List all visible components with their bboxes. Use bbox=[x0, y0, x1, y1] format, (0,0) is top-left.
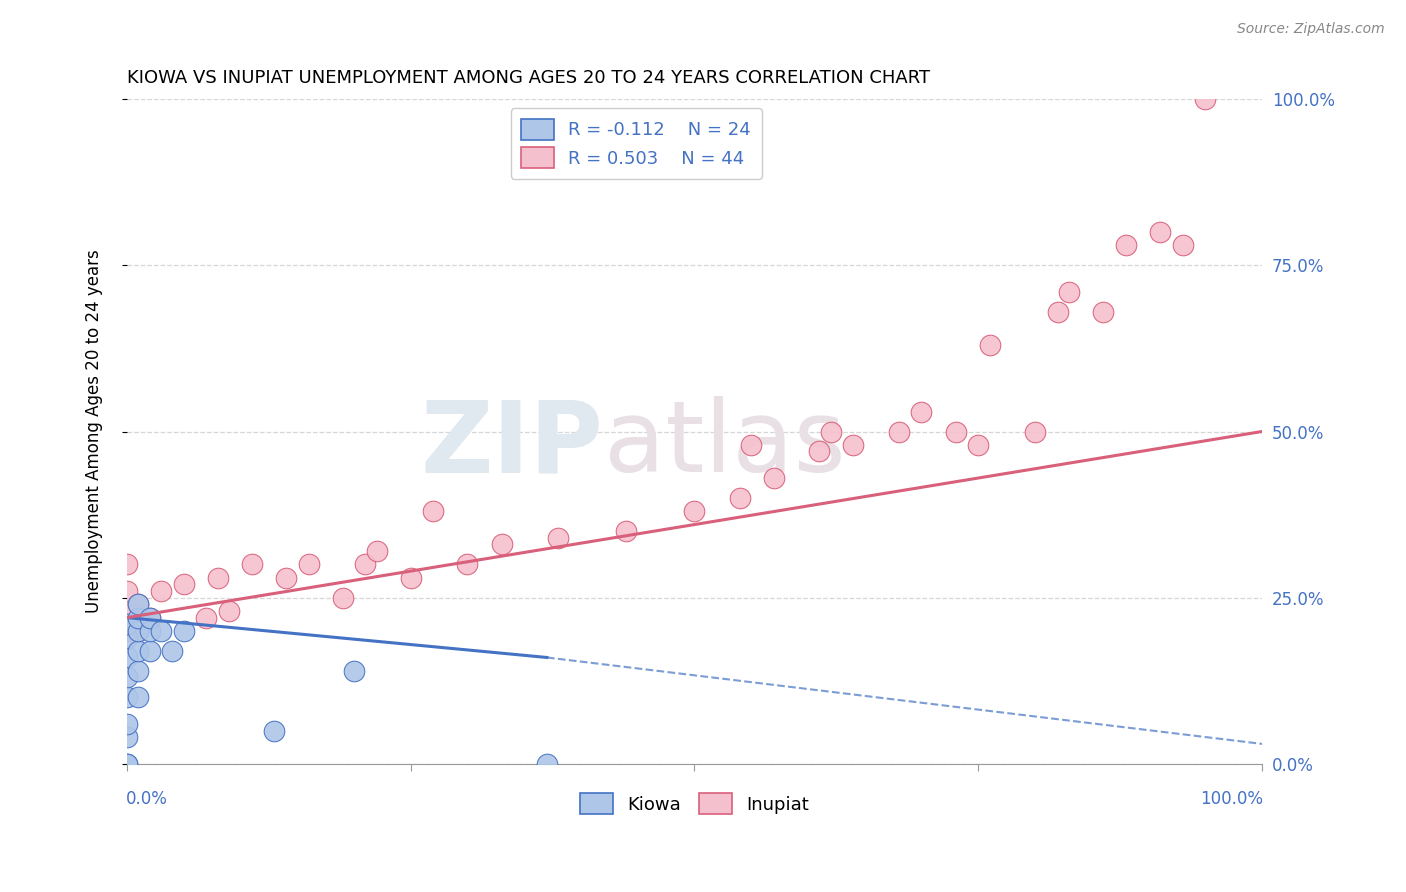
Text: ZIP: ZIP bbox=[420, 396, 603, 493]
Text: 0.0%: 0.0% bbox=[125, 790, 167, 808]
Point bbox=[127, 624, 149, 638]
Point bbox=[332, 591, 354, 605]
Point bbox=[1046, 305, 1069, 319]
Point bbox=[195, 610, 218, 624]
Legend: Kiowa, Inupiat: Kiowa, Inupiat bbox=[574, 786, 815, 822]
Y-axis label: Unemployment Among Ages 20 to 24 years: Unemployment Among Ages 20 to 24 years bbox=[86, 250, 103, 614]
Point bbox=[945, 425, 967, 439]
Point bbox=[138, 644, 160, 658]
Point bbox=[536, 756, 558, 771]
Point bbox=[762, 471, 785, 485]
Point bbox=[115, 670, 138, 684]
Point bbox=[842, 438, 865, 452]
Point bbox=[115, 631, 138, 645]
Point bbox=[808, 444, 831, 458]
Point bbox=[1194, 92, 1216, 106]
Point bbox=[173, 624, 195, 638]
Point bbox=[274, 571, 297, 585]
Point bbox=[614, 524, 637, 539]
Point bbox=[115, 624, 138, 638]
Point bbox=[491, 537, 513, 551]
Point bbox=[115, 558, 138, 572]
Point bbox=[115, 756, 138, 771]
Point bbox=[1024, 425, 1046, 439]
Point bbox=[456, 558, 478, 572]
Point bbox=[127, 664, 149, 678]
Point bbox=[218, 604, 240, 618]
Point bbox=[740, 438, 762, 452]
Text: atlas: atlas bbox=[603, 396, 845, 493]
Point bbox=[422, 504, 444, 518]
Point bbox=[1092, 305, 1115, 319]
Point bbox=[240, 558, 263, 572]
Point bbox=[127, 644, 149, 658]
Point bbox=[263, 723, 285, 738]
Point bbox=[115, 690, 138, 705]
Point bbox=[399, 571, 422, 585]
Point bbox=[127, 610, 149, 624]
Point bbox=[162, 644, 184, 658]
Point bbox=[127, 597, 149, 611]
Point bbox=[1149, 225, 1171, 239]
Text: 100.0%: 100.0% bbox=[1201, 790, 1263, 808]
Point bbox=[115, 650, 138, 665]
Point bbox=[820, 425, 842, 439]
Point bbox=[910, 404, 932, 418]
Point bbox=[1057, 285, 1080, 299]
Point bbox=[887, 425, 910, 439]
Point bbox=[115, 617, 138, 632]
Point bbox=[173, 577, 195, 591]
Point bbox=[366, 544, 388, 558]
Point bbox=[1115, 238, 1137, 252]
Point bbox=[127, 624, 149, 638]
Point bbox=[115, 731, 138, 745]
Point bbox=[149, 624, 172, 638]
Point bbox=[547, 531, 569, 545]
Point bbox=[343, 664, 366, 678]
Text: KIOWA VS INUPIAT UNEMPLOYMENT AMONG AGES 20 TO 24 YEARS CORRELATION CHART: KIOWA VS INUPIAT UNEMPLOYMENT AMONG AGES… bbox=[127, 69, 929, 87]
Point bbox=[967, 438, 990, 452]
Point bbox=[115, 584, 138, 599]
Point bbox=[115, 717, 138, 731]
Point bbox=[115, 756, 138, 771]
Point bbox=[728, 491, 751, 505]
Point bbox=[127, 690, 149, 705]
Point bbox=[297, 558, 319, 572]
Point bbox=[683, 504, 706, 518]
Point bbox=[354, 558, 377, 572]
Point bbox=[127, 597, 149, 611]
Point bbox=[115, 604, 138, 618]
Point bbox=[1171, 238, 1194, 252]
Point bbox=[979, 338, 1001, 352]
Text: Source: ZipAtlas.com: Source: ZipAtlas.com bbox=[1237, 22, 1385, 37]
Point bbox=[207, 571, 229, 585]
Point bbox=[138, 610, 160, 624]
Point bbox=[149, 584, 172, 599]
Point bbox=[138, 624, 160, 638]
Point bbox=[138, 610, 160, 624]
